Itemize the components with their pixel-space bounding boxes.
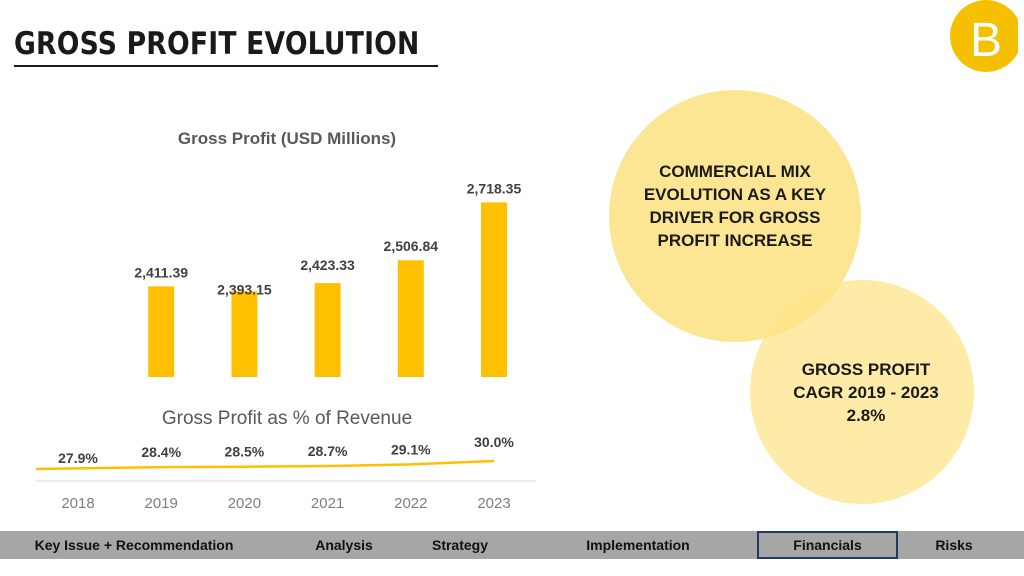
bar-label-2020: 2,393.15 [217,281,272,297]
x-tick-2023: 2023 [477,495,510,512]
line-label-2022: 29.1% [391,441,431,457]
bar-2019 [148,286,175,377]
line-chart-title: Gross Profit as % of Revenue [162,408,412,429]
bar-series [148,202,507,377]
x-tick-2019: 2019 [145,495,178,512]
x-tick-labels: 2018 2019 2020 2021 2022 2023 [61,495,510,512]
x-tick-2021: 2021 [311,495,344,512]
logo-letter: B [970,14,1002,67]
nav-item-analysis[interactable]: Analysis [315,537,373,553]
logo-circle [950,0,1018,72]
nav-item-key-issue[interactable]: Key Issue + Recommendation [34,537,234,553]
bar-label-2023: 2,718.35 [467,180,522,196]
x-tick-2022: 2022 [394,495,427,512]
line-label-2023: 30.0% [474,434,514,450]
bar-2020 [231,291,258,377]
line-label-2020: 28.5% [225,444,265,460]
x-tick-2018: 2018 [61,495,94,512]
callout-bubble-large [609,90,861,342]
bar-2022 [397,260,424,377]
line-label-2019: 28.4% [141,444,181,460]
bar-value-labels: 2,411.39 2,393.15 2,423.33 2,506.84 2,718.35 [134,180,521,297]
callout-cagr: GROSS PROFIT CAGR 2019 - 2023 2.8% [793,360,939,425]
nav-item-strategy[interactable]: Strategy [431,537,489,553]
nav-item-risks[interactable]: Risks [935,537,973,553]
line-label-2021: 28.7% [308,443,348,459]
bar-label-2022: 2,506.84 [384,238,439,254]
bar-2021 [314,283,341,377]
gross-margin-line [35,459,495,471]
nav-item-implementation[interactable]: Implementation [586,537,690,553]
bar-2023 [481,202,507,377]
title-underline [14,65,438,67]
x-tick-2020: 2020 [228,495,261,512]
bar-label-2019: 2,411.39 [134,264,188,280]
bottom-nav-bar: Key Issue + Recommendation Analysis Stra… [0,531,1024,559]
line-label-2018: 27.9% [58,450,98,466]
bar-chart-title: Gross Profit (USD Millions) [178,129,396,148]
chart-canvas: Gross Profit (USD Millions) 2,411.39 2,39… [35,90,974,512]
line-value-labels: 27.9% 28.4% 28.5% 28.7% 29.1% 30.0% [58,434,514,466]
callout-bubble-small [750,280,974,504]
page-title: GROSS PROFIT EVOLUTION [14,26,420,62]
nav-item-financials[interactable]: Financials [757,531,898,559]
brand-logo-icon: B [950,0,1018,72]
callout-mix-driver: COMMERCIAL MIX EVOLUTION AS A KEY DRIVER… [643,162,827,250]
bar-label-2021: 2,423.33 [300,257,355,273]
line-series [35,459,495,471]
